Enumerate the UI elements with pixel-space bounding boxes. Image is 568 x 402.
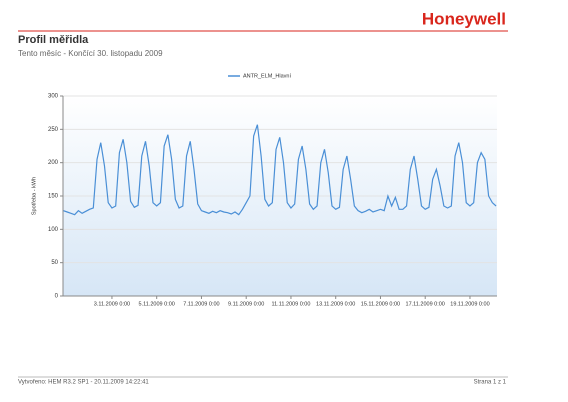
y-axis-label: Spotřeba - kWh [31, 177, 37, 215]
x-tick-label: 19.11.2009 0:00 [450, 301, 489, 307]
y-tick-label: 150 [48, 194, 59, 200]
x-tick-label: 17.11.2009 0:00 [406, 301, 445, 307]
y-tick-label: 100 [48, 227, 59, 233]
series-line [63, 124, 497, 216]
page-subtitle: Tento měsíc - Končící 30. listopadu 2009 [18, 49, 163, 58]
x-tick-label: 13.11.2009 0:00 [316, 301, 355, 307]
legend-label: ANTR_ELM_Hlavní [243, 73, 291, 79]
footer-left: Vytvořeno: HEM R3.2 SP1 - 20.11.2009 14:… [18, 380, 149, 386]
x-tick-label: 5.11.2009 0:00 [139, 301, 175, 307]
footer-right: Strana 1 z 1 [474, 380, 507, 386]
page-title: Profil měřidla [18, 34, 89, 46]
x-tick-label: 11.11.2009 0:00 [271, 301, 310, 307]
x-tick-label: 3.11.2009 0:00 [94, 301, 130, 307]
y-tick-label: 250 [48, 127, 59, 133]
y-tick-label: 300 [48, 94, 59, 100]
x-tick-label: 15.11.2009 0:00 [361, 301, 400, 307]
x-tick-label: 9.11.2009 0:00 [228, 301, 264, 307]
y-tick-label: 0 [55, 294, 59, 300]
y-tick-label: 200 [48, 160, 59, 166]
x-tick-label: 7.11.2009 0:00 [183, 301, 219, 307]
y-tick-label: 50 [51, 260, 58, 266]
logo: Honeywell [422, 9, 506, 28]
